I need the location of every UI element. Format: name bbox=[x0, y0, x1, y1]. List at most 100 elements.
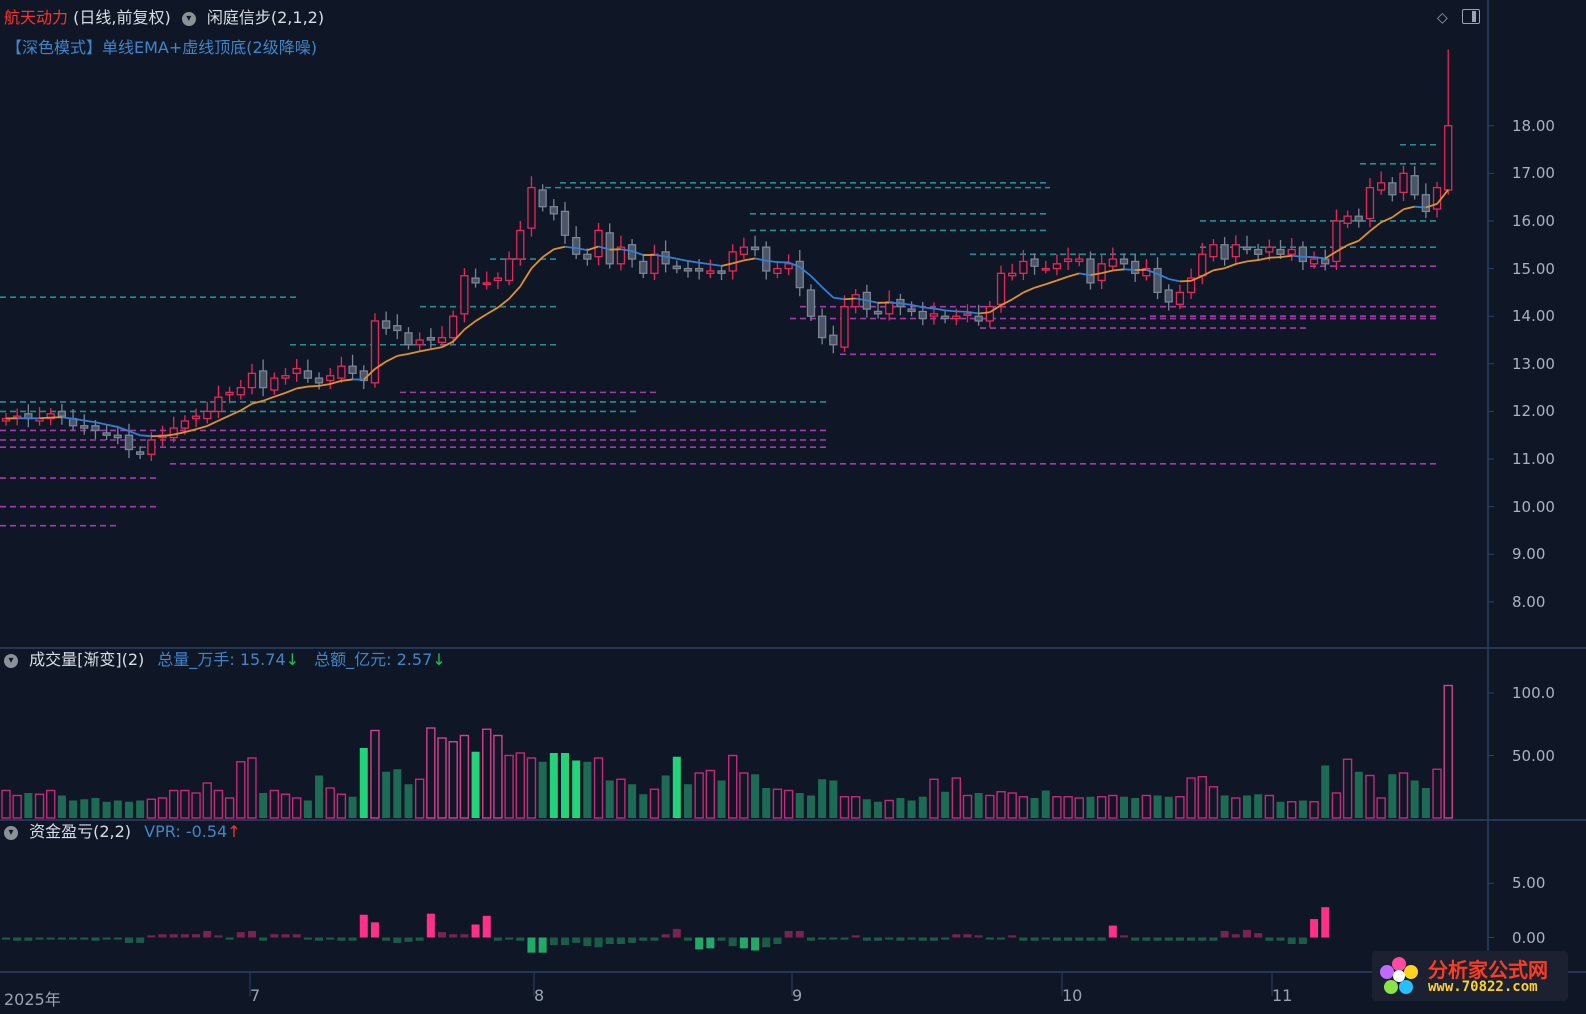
volume-bar bbox=[280, 793, 291, 819]
period-label[interactable]: (日线,前复权) bbox=[73, 8, 171, 27]
vpr-bar bbox=[885, 937, 894, 940]
vpr-bar bbox=[24, 937, 33, 941]
indicator-label[interactable]: 闲庭信步(2,1,2) bbox=[206, 8, 325, 27]
ema-line bbox=[95, 421, 107, 426]
vpr-bar bbox=[616, 937, 625, 944]
candle-body bbox=[851, 294, 860, 308]
chevron-down-icon[interactable]: ▾ bbox=[181, 11, 196, 26]
vpr-bar bbox=[303, 937, 312, 940]
ema-line bbox=[530, 256, 544, 270]
candle-body bbox=[795, 260, 804, 289]
vpr-bar bbox=[829, 937, 838, 940]
volume-bar bbox=[806, 795, 815, 818]
ema-line bbox=[1257, 256, 1270, 261]
ema-line bbox=[162, 433, 174, 437]
volume-bar bbox=[996, 791, 1006, 819]
volume-bar bbox=[414, 778, 425, 819]
vpr-bar bbox=[225, 937, 234, 940]
candle-body bbox=[91, 425, 100, 432]
vpr-bar bbox=[147, 935, 156, 938]
volume-bar bbox=[57, 795, 66, 818]
candle-body bbox=[773, 267, 782, 274]
volume-bar bbox=[1354, 771, 1363, 818]
candle-body bbox=[1287, 248, 1296, 255]
volume-bar bbox=[974, 793, 983, 818]
candle-body bbox=[1153, 267, 1162, 294]
ema-line bbox=[1369, 221, 1382, 232]
candle-body bbox=[527, 186, 536, 229]
vpr-bar bbox=[1298, 937, 1307, 944]
volume-bar bbox=[1141, 794, 1152, 819]
volume-bar bbox=[157, 797, 168, 819]
volume-bar bbox=[1108, 794, 1118, 819]
ema-line bbox=[84, 419, 96, 424]
price-tick-label: 13.00 bbox=[1512, 354, 1555, 373]
ema-line bbox=[307, 384, 320, 388]
vpr-bar bbox=[851, 935, 860, 938]
volume-bar bbox=[359, 748, 368, 818]
candle-body bbox=[203, 410, 212, 420]
vpr-title[interactable]: 资金盈亏(2,2) bbox=[29, 822, 132, 841]
ema-line bbox=[274, 392, 286, 398]
vpr-bar bbox=[862, 937, 871, 941]
ema-line bbox=[195, 425, 208, 431]
ema-line bbox=[262, 395, 275, 402]
volume-bar bbox=[113, 800, 122, 818]
ema-line bbox=[128, 430, 141, 437]
stock-name[interactable]: 航天动力 bbox=[4, 8, 69, 27]
volume-bar bbox=[962, 794, 973, 819]
volume-title[interactable]: 成交量[渐变](2) bbox=[29, 650, 145, 669]
vpr-bar bbox=[102, 937, 111, 940]
candle-body bbox=[739, 246, 749, 255]
vpr-bar bbox=[415, 937, 424, 941]
ema-line bbox=[1079, 272, 1091, 277]
vpr-bar bbox=[974, 935, 983, 938]
candle-body bbox=[1265, 246, 1274, 253]
vpr-bar bbox=[762, 937, 771, 948]
ema-line bbox=[285, 387, 298, 394]
candle-body bbox=[1075, 258, 1084, 263]
candle-body bbox=[191, 415, 201, 420]
volume-bar bbox=[1342, 758, 1353, 819]
candle-body bbox=[415, 339, 424, 346]
volume-bar bbox=[728, 754, 738, 819]
watermark-name: 分析家公式网 bbox=[1428, 958, 1548, 982]
candle-body bbox=[113, 434, 122, 439]
volume-bar bbox=[1321, 765, 1330, 818]
ema-line bbox=[397, 352, 409, 357]
diamond-icon[interactable]: ◇ bbox=[1437, 10, 1448, 26]
vpr-bar bbox=[259, 937, 268, 941]
ema-line bbox=[1391, 208, 1405, 219]
volume-bar bbox=[34, 793, 45, 819]
candle-body bbox=[1444, 125, 1453, 191]
vpr-bar bbox=[1019, 937, 1028, 941]
candle-body bbox=[460, 275, 469, 315]
ema-line bbox=[508, 285, 521, 300]
candle-body bbox=[1086, 258, 1095, 284]
vpr-bar bbox=[1198, 937, 1207, 941]
vpr-bar bbox=[1321, 907, 1330, 938]
x-label-year: 2025年 bbox=[4, 990, 61, 1009]
candle-body bbox=[1276, 248, 1285, 255]
vpr-bar bbox=[683, 937, 692, 941]
candle-body bbox=[437, 336, 447, 344]
candle-body bbox=[180, 420, 190, 429]
candle-body bbox=[560, 210, 570, 236]
vpr-bar bbox=[661, 934, 670, 938]
panel-toggle-icon[interactable] bbox=[1462, 9, 1480, 24]
vpr-bar bbox=[2, 937, 10, 940]
vpr-bar bbox=[874, 937, 883, 941]
vpr-bar bbox=[348, 937, 357, 941]
ema-line bbox=[766, 259, 778, 264]
chevron-down-icon[interactable]: ▾ bbox=[4, 653, 18, 668]
vpr-bar bbox=[1175, 937, 1184, 941]
vpr-bar bbox=[672, 928, 681, 938]
volume-bar bbox=[649, 788, 660, 819]
ema-line bbox=[542, 248, 555, 258]
x-label-jul: 7 bbox=[250, 986, 261, 1005]
ema-line bbox=[519, 267, 533, 287]
chevron-down-icon[interactable]: ▾ bbox=[4, 825, 18, 840]
vpr-bar bbox=[482, 915, 491, 938]
